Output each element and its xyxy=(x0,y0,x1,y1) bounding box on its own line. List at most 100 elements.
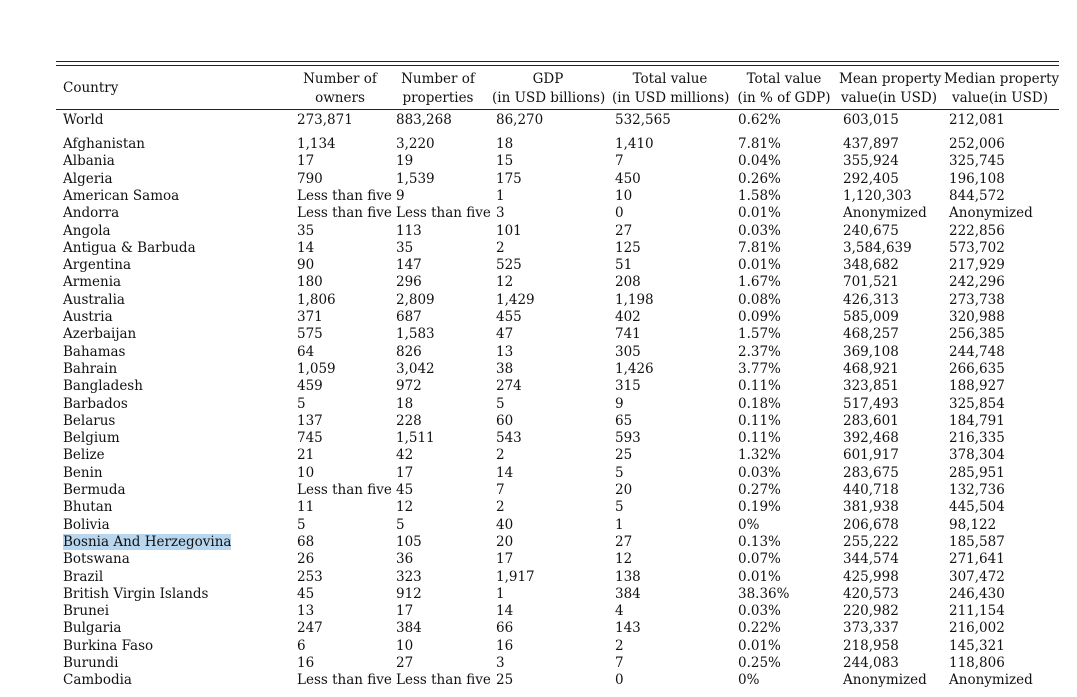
cell-total-pct: 0% xyxy=(738,672,760,689)
cell-total-pct: 0.25% xyxy=(738,655,781,671)
table-top-rule xyxy=(56,61,1059,62)
cell-owners: 13 xyxy=(297,603,315,620)
cell-mean: Anonymized xyxy=(843,672,927,689)
cell-median: 320,988 xyxy=(949,309,1005,325)
cell-properties: 2,809 xyxy=(396,291,435,308)
cell-gdp: 7 xyxy=(496,482,505,498)
cell-median: 185,587 xyxy=(949,533,1005,550)
cell-total-value: 20 xyxy=(615,482,633,498)
cell-mean: 440,718 xyxy=(843,482,899,498)
cell-total-pct: 1.57% xyxy=(738,326,781,343)
cell-total-value: 5 xyxy=(615,499,624,516)
cell-properties: 18 xyxy=(396,395,414,412)
cell-mean: 348,682 xyxy=(843,257,899,274)
cell-gdp: 47 xyxy=(496,326,514,343)
cell-country: Benin xyxy=(63,464,103,481)
cell-owners: 17 xyxy=(297,153,315,170)
cell-total-value: 1,198 xyxy=(615,291,654,308)
cell-median: 98,122 xyxy=(949,516,997,533)
header-properties-line2: properties xyxy=(402,90,474,106)
cell-owners: 371 xyxy=(297,309,323,325)
cell-total-pct: 0.08% xyxy=(738,291,781,308)
cell-mean: 468,921 xyxy=(843,360,899,377)
cell-gdp: 20 xyxy=(496,533,514,550)
cell-gdp: 17 xyxy=(496,551,514,568)
cell-mean: 701,521 xyxy=(843,274,899,291)
cell-median: 222,856 xyxy=(949,222,1005,239)
cell-mean: 206,678 xyxy=(843,516,899,533)
cell-gdp: 13 xyxy=(496,343,514,360)
cell-total-value: 593 xyxy=(615,430,641,447)
cell-total-value: 384 xyxy=(615,585,641,602)
cell-mean: 344,574 xyxy=(843,551,899,568)
cell-total-pct: 3.77% xyxy=(738,360,781,377)
cell-properties: 35 xyxy=(396,239,414,256)
cell-median: 242,296 xyxy=(949,274,1005,291)
cell-total-pct: 0.62% xyxy=(738,112,781,128)
cell-properties: 1,539 xyxy=(396,170,435,187)
cell-median: 217,929 xyxy=(949,257,1005,274)
cell-properties: 147 xyxy=(396,257,422,274)
cell-total-pct: 0.18% xyxy=(738,395,781,412)
cell-properties: 912 xyxy=(396,585,422,602)
cell-total-pct: 0.04% xyxy=(738,153,781,170)
cell-median: 285,951 xyxy=(949,464,1005,481)
cell-owners: 14 xyxy=(297,239,315,256)
cell-properties: 826 xyxy=(396,343,422,360)
cell-owners: 745 xyxy=(297,430,323,447)
cell-median: 325,745 xyxy=(949,153,1005,170)
header-total-pct: Total value (in % of GDP) xyxy=(734,70,834,108)
cell-country: Angola xyxy=(63,222,111,239)
cell-total-value: 10 xyxy=(615,187,633,204)
cell-gdp: 18 xyxy=(496,136,514,152)
cell-total-pct: 38.36% xyxy=(738,585,790,602)
cell-total-value: 7 xyxy=(615,655,624,671)
cell-country: Botswana xyxy=(63,551,130,568)
cell-gdp: 525 xyxy=(496,257,522,274)
cell-mean: 255,222 xyxy=(843,533,899,550)
cell-gdp: 3 xyxy=(496,205,505,222)
cell-properties: 296 xyxy=(396,274,422,291)
cell-median: 307,472 xyxy=(949,568,1005,585)
cell-total-value: 402 xyxy=(615,309,641,325)
cell-country: Austria xyxy=(63,309,113,325)
cell-properties: 17 xyxy=(396,464,414,481)
cell-total-pct: 0% xyxy=(738,516,760,533)
cell-mean: 420,573 xyxy=(843,585,899,602)
header-total-value: Total value (in USD millions) xyxy=(612,70,729,108)
cell-properties: 228 xyxy=(396,412,422,429)
cell-total-value: 1 xyxy=(615,516,624,533)
cell-country: Antigua & Barbuda xyxy=(63,239,196,256)
cell-median: 844,572 xyxy=(949,187,1005,204)
cell-owners: 1,806 xyxy=(297,291,336,308)
cell-gdp: 3 xyxy=(496,655,505,671)
cell-gdp: 12 xyxy=(496,274,514,291)
cell-country: Armenia xyxy=(63,274,122,291)
cell-total-pct: 0.01% xyxy=(738,637,781,654)
cell-country: Afghanistan xyxy=(63,136,146,152)
cell-properties: 27 xyxy=(396,655,414,671)
cell-owners: 459 xyxy=(297,378,323,395)
cell-country: Belgium xyxy=(63,430,120,447)
cell-gdp: 2 xyxy=(496,499,505,516)
cell-total-value: 27 xyxy=(615,222,633,239)
cell-total-value: 1,410 xyxy=(615,136,654,152)
cell-median: 196,108 xyxy=(949,170,1005,187)
cell-total-value: 27 xyxy=(615,533,633,550)
cell-median: 188,927 xyxy=(949,378,1005,395)
cell-total-value: 450 xyxy=(615,170,641,187)
header-owners-line1: Number of xyxy=(303,71,377,87)
cell-properties: 45 xyxy=(396,482,414,498)
cell-median: 271,641 xyxy=(949,551,1005,568)
cell-total-pct: 0.22% xyxy=(738,620,781,637)
cell-mean: 355,924 xyxy=(843,153,899,170)
cell-mean: 218,958 xyxy=(843,637,899,654)
cell-owners: 21 xyxy=(297,447,315,464)
cell-owners: 1,134 xyxy=(297,136,336,152)
cell-country: Bulgaria xyxy=(63,620,122,637)
cell-country: Algeria xyxy=(63,170,113,187)
cell-total-value: 138 xyxy=(615,568,641,585)
cell-gdp: 5 xyxy=(496,395,505,412)
cell-gdp: 16 xyxy=(496,637,514,654)
cell-owners: 68 xyxy=(297,533,315,550)
